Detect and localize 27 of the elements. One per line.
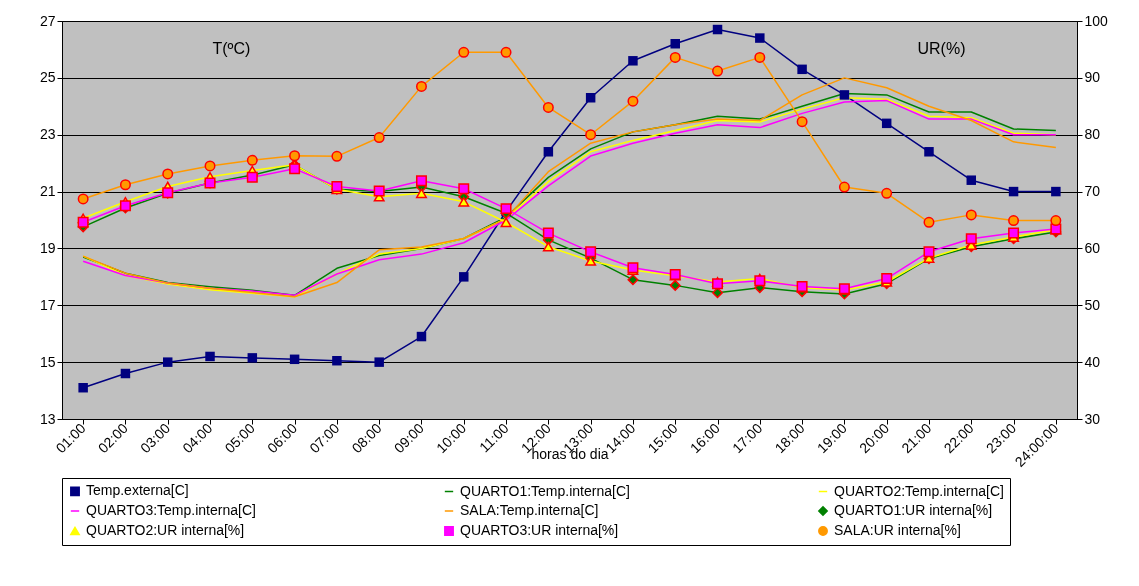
y2-tick-label: 100 (1084, 12, 1109, 29)
y2-tick-label: 30 (1084, 410, 1101, 427)
y-tick-label: 13 (39, 410, 56, 427)
y-tick-label: 17 (39, 296, 56, 313)
legend-label: QUARTO2:UR interna[%] (86, 522, 245, 538)
legend-label: Temp.externa[C] (86, 482, 189, 499)
legend-label: QUARTO3:Temp.interna[C] (86, 502, 256, 518)
y2-tick-label: 60 (1084, 239, 1101, 256)
legend-label: QUARTO1:Temp.interna[C] (460, 482, 630, 499)
legend-label: SALA:UR interna[%] (834, 522, 961, 538)
y-tick-label: 19 (39, 239, 56, 256)
y2-tick-label: 90 (1084, 69, 1101, 86)
y2-tick-label: 50 (1084, 296, 1101, 313)
y2-tick-label: 40 (1084, 353, 1101, 370)
y-axis-title: T(ºC) (212, 39, 251, 57)
y2-axis-title: UR(%) (917, 39, 966, 57)
y-tick-label: 23 (39, 126, 56, 143)
y2-tick-label: 70 (1084, 183, 1101, 200)
y-tick-label: 15 (39, 353, 56, 370)
y2-tick-label: 80 (1084, 126, 1101, 143)
legend-label: QUARTO3:UR interna[%] (460, 522, 619, 538)
legend-label: QUARTO1:UR interna[%] (834, 502, 993, 518)
y-tick-label: 21 (39, 183, 56, 200)
legend-label: SALA:Temp.interna[C] (460, 502, 599, 518)
y-tick-label: 25 (39, 69, 56, 86)
legend-label: QUARTO2:Temp.interna[C] (834, 482, 1004, 499)
y-tick-label: 27 (39, 12, 56, 29)
